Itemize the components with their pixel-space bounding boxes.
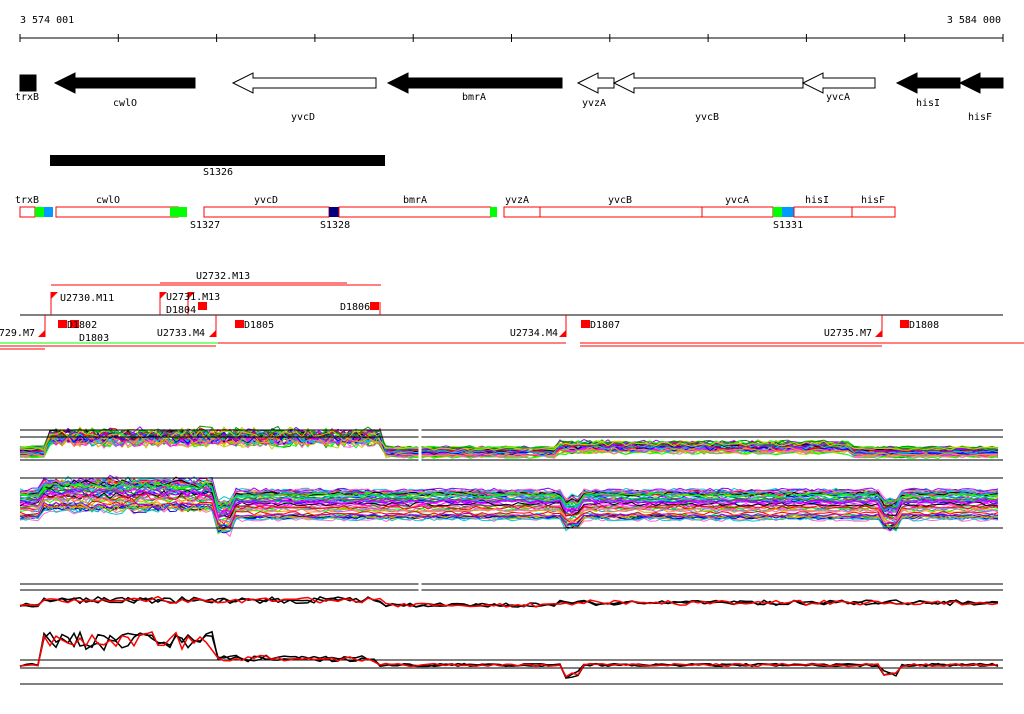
- gene-yvzA[interactable]: yvzA: [576, 72, 615, 109]
- seg-label-trxB: trxB: [15, 195, 39, 206]
- gene-label: yvcD: [291, 112, 315, 123]
- seg-label-yvcD: yvcD: [254, 195, 278, 206]
- profile-line: [19, 492, 999, 525]
- site-s1331[interactable]: [773, 207, 782, 217]
- gene-label: yvcA: [826, 92, 850, 103]
- summary-profiles: [19, 580, 1003, 685]
- feature-D1802[interactable]: D1802: [67, 320, 97, 331]
- seg-label-yvcA: yvcA: [725, 195, 749, 206]
- gene-cwlO[interactable]: cwlO: [53, 72, 196, 109]
- profile-line: [19, 486, 999, 517]
- profile-line: [19, 433, 999, 457]
- gene-bmrA[interactable]: bmrA: [386, 72, 563, 103]
- seg-label-bmrA: bmrA: [403, 195, 427, 206]
- seg-label-cwlO: cwlO: [96, 195, 120, 206]
- profile-line: [19, 475, 999, 506]
- site-label-s1328: S1328: [320, 220, 350, 231]
- segment-bar-label: S1326: [203, 167, 233, 178]
- profile-line: [19, 426, 999, 451]
- feature-U2730-M11[interactable]: U2730.M11: [60, 293, 114, 304]
- summary-line: [19, 630, 999, 678]
- feature-D1804[interactable]: D1804: [166, 305, 196, 316]
- feature-D1803[interactable]: D1803: [79, 333, 109, 344]
- feature-D1806[interactable]: D1806: [340, 302, 370, 313]
- seg-label-yvzA: yvzA: [505, 195, 529, 206]
- coordinate-scale: 3 574 001 3 584 000: [19, 15, 1004, 42]
- gene-label: hisF: [968, 112, 992, 123]
- feature-D1807[interactable]: D1807: [590, 320, 620, 331]
- gene-label: yvcB: [695, 112, 719, 123]
- feature-U2734-M4[interactable]: U2734.M4: [510, 328, 558, 339]
- gene-hisF[interactable]: hisF: [958, 72, 1004, 123]
- gene-hisI[interactable]: hisI: [895, 72, 961, 109]
- site-s1327[interactable]: [170, 207, 187, 217]
- feature-U2731-M13[interactable]: U2731.M13: [166, 292, 220, 303]
- site-s1328[interactable]: [329, 207, 339, 217]
- seg-label-yvcB: yvcB: [608, 195, 632, 206]
- profile-line: [19, 479, 999, 508]
- segment-bar-s1326[interactable]: S1326: [50, 155, 385, 178]
- profile-line: [19, 501, 999, 530]
- site-label-s1327: S1327: [190, 220, 220, 231]
- expression-profiles: [19, 425, 1003, 538]
- gene-yvcB[interactable]: yvcB: [612, 72, 804, 123]
- summary-line: [19, 630, 999, 679]
- scale-end-label: 3 584 000: [947, 15, 1001, 26]
- gene-yvcD[interactable]: yvcD: [231, 72, 377, 123]
- profile-line: [19, 435, 998, 459]
- gene-track: trxB cwlO yvcD bmrA yvzA yvcB yvcA hisI hisF: [15, 72, 1004, 123]
- segment-track: trxB cwlO yvcD bmrA yvzA yvcB yvcA hisI …: [15, 195, 896, 231]
- feature-U2733-M4[interactable]: U2733.M4: [157, 328, 205, 339]
- summary-line: [19, 630, 999, 679]
- profile-line: [19, 485, 999, 511]
- profile-line: [19, 480, 999, 509]
- gene-label: cwlO: [113, 98, 137, 109]
- gene-label: trxB: [15, 92, 39, 103]
- feature-729-M7[interactable]: 729.M7: [0, 328, 35, 339]
- scale-start-label: 3 574 001: [20, 15, 74, 26]
- feature-U2732-M13[interactable]: U2732.M13: [196, 271, 250, 282]
- profile-line: [19, 504, 999, 538]
- site-label-s1331: S1331: [773, 220, 803, 231]
- seg-label-hisF: hisF: [861, 195, 885, 206]
- gene-label: hisI: [916, 98, 940, 109]
- gene-trxB[interactable]: trxB: [15, 74, 39, 103]
- summary-line: [19, 595, 999, 608]
- feature-D1805[interactable]: D1805: [244, 320, 274, 331]
- feature-U2735-M7[interactable]: U2735.M7: [824, 328, 872, 339]
- feature-track: U2730.M11 U2731.M13 U2732.M13 D1804 D180…: [0, 271, 1024, 350]
- profile-line: [19, 427, 999, 451]
- gene-label: bmrA: [462, 92, 486, 103]
- gene-label: yvzA: [582, 98, 606, 109]
- gene-yvcA[interactable]: yvcA: [801, 72, 876, 103]
- seg-label-hisI: hisI: [805, 195, 829, 206]
- feature-D1808[interactable]: D1808: [909, 320, 939, 331]
